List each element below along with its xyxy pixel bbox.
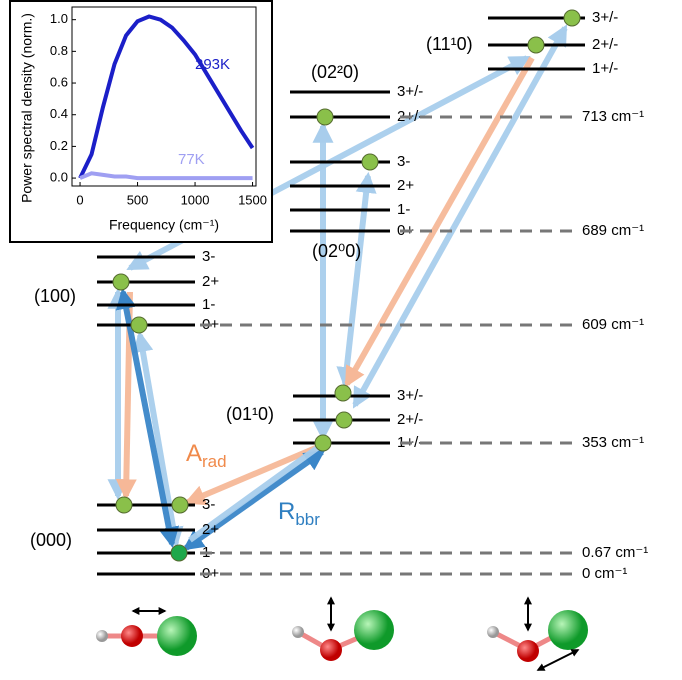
series-line — [79, 171, 253, 181]
level-group-label: (02⁰0) — [312, 241, 361, 261]
state-dot — [314, 434, 332, 452]
rate-subscript: rad — [202, 452, 227, 471]
arrow — [188, 443, 322, 543]
state-dot — [112, 273, 130, 291]
x-tick-label: 1000 — [181, 192, 210, 207]
state-label: 3- — [202, 496, 215, 513]
x-axis-label: Frequency (cm⁻¹) — [109, 217, 219, 233]
level-group-label: (100) — [34, 286, 76, 306]
state-dot — [563, 9, 581, 27]
state-dot — [130, 316, 148, 334]
state-label: 2+/- — [592, 36, 618, 53]
state-dot — [115, 496, 133, 514]
level-group-label: (11¹0) — [426, 34, 473, 54]
x-tick-label: 500 — [127, 192, 149, 207]
energy-label: 353 cm⁻¹ — [582, 434, 644, 451]
level-group-label: (000) — [30, 530, 72, 550]
state-dot — [334, 384, 352, 402]
molecules — [96, 596, 588, 671]
state-dot — [335, 411, 353, 429]
y-tick-label: 0.0 — [50, 170, 68, 185]
rate-label: Arad — [186, 440, 227, 471]
state-dot — [361, 153, 379, 171]
inset-chart: Frequency (cm⁻¹) Power spectral density … — [9, 0, 273, 243]
state-label: 1+/- — [592, 60, 618, 77]
y-tick-label: 1.0 — [50, 11, 68, 26]
rate-symbol: A — [186, 440, 202, 467]
series-label: 77K — [178, 151, 205, 168]
level-group-label: (01¹0) — [226, 404, 274, 424]
state-dot — [316, 108, 334, 126]
series-label: 293K — [195, 56, 230, 73]
y-tick-label: 0.6 — [50, 74, 68, 89]
rate-label: Rbbr — [278, 498, 320, 529]
energy-label: 689 cm⁻¹ — [582, 222, 644, 239]
state-label: 3+/- — [397, 83, 423, 100]
y-axis-label: Power spectral density (norm.) — [19, 13, 35, 203]
level-group-label: (02²0) — [311, 62, 359, 82]
energy-label: 713 cm⁻¹ — [582, 108, 644, 125]
rate-symbol: R — [278, 498, 295, 525]
state-dot — [170, 544, 188, 562]
state-label: 2+ — [202, 521, 219, 538]
state-label: 3+/- — [397, 387, 423, 404]
x-tick-label: 0 — [76, 192, 83, 207]
state-label: 3+/- — [592, 9, 618, 26]
state-label: 3- — [202, 248, 215, 265]
energy-label: 0 cm⁻¹ — [582, 565, 627, 582]
y-tick-label: 0.2 — [50, 138, 68, 153]
arrow — [344, 56, 535, 388]
energy-label: 0.67 cm⁻¹ — [582, 544, 648, 561]
y-tick-label: 0.4 — [50, 106, 68, 121]
state-label: 1- — [397, 201, 410, 218]
state-dot — [527, 36, 545, 54]
arrow — [182, 449, 326, 551]
arrow — [115, 287, 180, 549]
state-label: 2+/- — [397, 411, 423, 428]
arrow — [352, 24, 568, 409]
state-label: 1- — [202, 296, 215, 313]
energy-label: 609 cm⁻¹ — [582, 316, 644, 333]
state-dot — [171, 496, 189, 514]
state-label: 2+ — [397, 177, 414, 194]
state-label: 3- — [397, 153, 410, 170]
state-label: 2+ — [202, 273, 219, 290]
x-tick-label: 1500 — [238, 192, 267, 207]
series-line — [78, 14, 255, 179]
rate-subscript: bbr — [295, 510, 320, 529]
y-tick-label: 0.8 — [50, 43, 68, 58]
arrow — [132, 330, 184, 549]
